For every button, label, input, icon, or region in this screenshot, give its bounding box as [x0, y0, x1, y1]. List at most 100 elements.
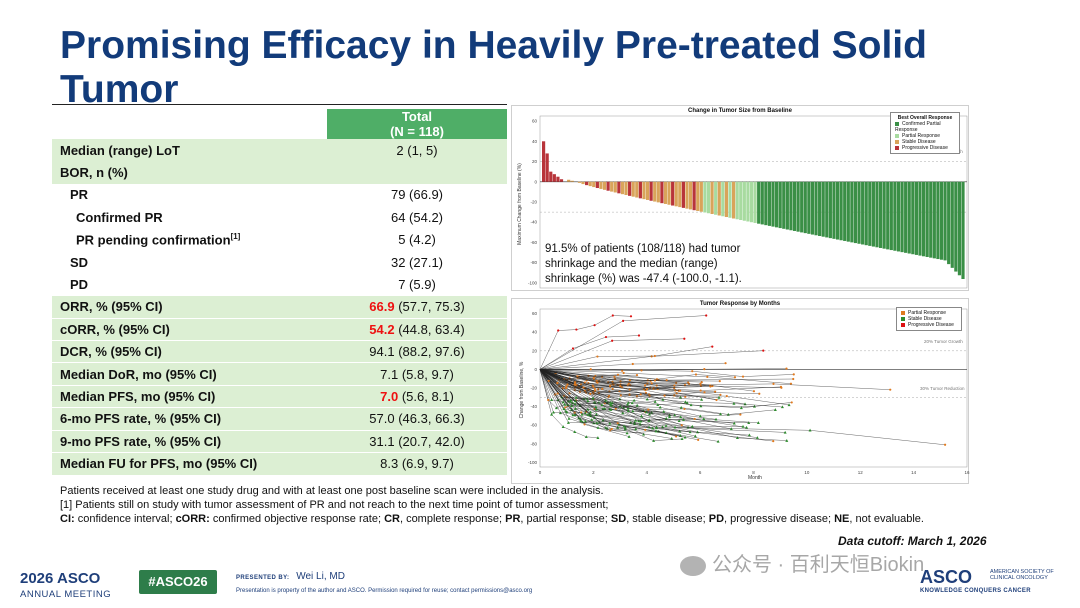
- sd-marker: [621, 411, 625, 415]
- waterfall-bar: [549, 171, 553, 182]
- waterfall-bar: [914, 181, 918, 255]
- sd-marker: [783, 430, 787, 434]
- waterfall-bar: [947, 181, 951, 265]
- sd-marker: [741, 424, 745, 428]
- waterfall-bar: [717, 181, 721, 216]
- waterfall-bar: [757, 181, 761, 224]
- sd-marker: [668, 415, 672, 419]
- pr-marker: [650, 382, 653, 385]
- waterfall-bar: [868, 181, 872, 246]
- waterfall-bar: [939, 181, 944, 260]
- abbr-def: , stable disease;: [626, 513, 709, 525]
- pr-marker: [724, 362, 727, 365]
- patient-line: [539, 369, 782, 388]
- sd-marker: [630, 401, 634, 405]
- pr-marker: [643, 384, 647, 387]
- sd-marker: [679, 395, 683, 399]
- sd-marker: [683, 435, 687, 439]
- waterfall-bar: [628, 181, 632, 196]
- pr-marker: [593, 387, 596, 390]
- patient-line: [539, 315, 632, 370]
- pr-marker: [595, 379, 598, 383]
- waterfall-bar: [645, 181, 650, 200]
- pr-marker: [589, 368, 592, 371]
- x-tick-label: 6: [699, 470, 702, 475]
- pr-marker: [693, 417, 696, 421]
- sd-marker: [634, 427, 638, 431]
- sd-marker: [717, 395, 721, 399]
- property-notice: Presentation is property of the author a…: [236, 588, 533, 594]
- waterfall-bar: [556, 176, 560, 182]
- spider-legend: Partial Response Stable Disease Progress…: [896, 307, 962, 331]
- pr-marker: [674, 389, 677, 392]
- waterfall-bar: [818, 181, 822, 236]
- pr-marker: [706, 375, 709, 378]
- waterfall-bar: [800, 181, 804, 233]
- waterfall-bar: [678, 181, 682, 208]
- pd-marker: [622, 319, 625, 322]
- efficacy-table: Total (N = 118) Median (range) LoT 2 (1, …: [52, 109, 507, 475]
- sd-marker: [596, 426, 600, 429]
- sd-marker: [586, 399, 590, 403]
- patient-line: [539, 369, 628, 386]
- table-row: Median (range) LoT 2 (1, 5): [52, 139, 507, 162]
- waterfall-bar: [785, 181, 789, 230]
- pr-marker: [711, 384, 714, 388]
- waterfall-bar: [656, 181, 660, 203]
- sd-marker: [586, 413, 590, 416]
- waterfall-bar: [882, 181, 886, 249]
- table-row: PR pending confirmation[1] 5 (4.2): [76, 232, 436, 248]
- sd-marker: [588, 410, 592, 414]
- plot-frame: [539, 308, 968, 468]
- waterfall-bar: [925, 181, 929, 257]
- sd-marker: [579, 419, 583, 423]
- sd-marker: [601, 407, 605, 410]
- x-tick-label: 2: [592, 470, 595, 475]
- sd-marker: [605, 426, 609, 430]
- sd-marker: [618, 404, 622, 408]
- plot-frame: [539, 115, 968, 289]
- waterfall-bar: [599, 181, 603, 189]
- sd-marker: [719, 412, 723, 416]
- footnotes: Patients received at least one study dru…: [60, 484, 1020, 526]
- pr-marker: [699, 382, 702, 386]
- sd-marker: [644, 410, 648, 414]
- sd-marker: [596, 436, 600, 439]
- waterfall-bar: [649, 181, 653, 201]
- pr-marker: [619, 385, 622, 388]
- wechat-watermark: 公众号 · 百利天恒Biokin: [680, 548, 924, 577]
- waterfall-bar: [638, 181, 642, 199]
- sd-marker: [609, 403, 613, 407]
- pr-marker: [665, 379, 668, 382]
- waterfall-bar: [871, 181, 875, 247]
- spider-plot: Tumor Response by Months 60 40 20 0 -20 -40 -6…: [511, 298, 970, 484]
- waterfall-bar: [832, 181, 836, 239]
- abbr-key: NE: [834, 513, 850, 525]
- waterfall-bar: [602, 181, 607, 190]
- pd-marker: [571, 347, 575, 350]
- sd-marker: [622, 424, 626, 428]
- pr-marker: [611, 380, 614, 383]
- waterfall-bar: [606, 181, 610, 191]
- table-header-row: Total (N = 118): [52, 109, 507, 139]
- pr-marker: [655, 384, 658, 387]
- sd-marker: [785, 439, 789, 442]
- patient-line: [539, 369, 946, 445]
- sd-marker: [567, 416, 571, 420]
- waterfall-bar: [943, 181, 947, 261]
- pr-marker: [619, 394, 622, 397]
- pr-marker: [673, 386, 676, 390]
- y-tick-label: -60: [530, 240, 537, 245]
- sd-marker: [584, 435, 588, 439]
- patient-line: [539, 369, 688, 405]
- pr-marker: [703, 391, 706, 394]
- x-tick-label: 8: [752, 470, 755, 475]
- waterfall-bar: [825, 181, 829, 238]
- waterfall-bar: [631, 181, 635, 197]
- pr-marker: [725, 394, 728, 398]
- pr-marker: [779, 385, 783, 388]
- patient-line: [539, 369, 623, 414]
- sd-marker: [594, 407, 598, 411]
- y-tick-label: -80: [530, 260, 537, 265]
- sd-marker: [739, 406, 743, 410]
